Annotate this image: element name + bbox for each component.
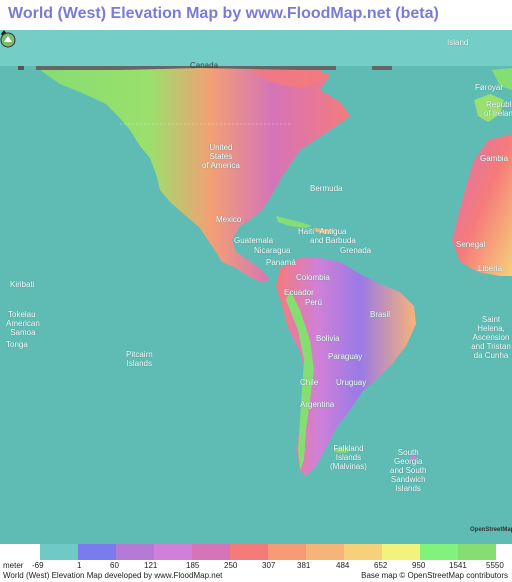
arctic-islands — [250, 70, 330, 88]
legend-swatch — [306, 544, 344, 560]
label-argentina: Argentina — [300, 400, 335, 409]
legend-swatch — [382, 544, 420, 560]
label-antigua: Antigua and Barbuda — [310, 227, 356, 245]
label-canada: Canada — [190, 61, 219, 70]
africa-landmass — [452, 134, 512, 276]
label-liberia: Liberia — [478, 264, 503, 273]
arctic-region — [0, 30, 512, 66]
label-grenada: Grenada — [340, 246, 372, 255]
map-header: World (West) Elevation Map by www.FloodM… — [0, 0, 512, 30]
label-pitcairn: Pitcairn Islands — [126, 350, 153, 368]
legend-swatch — [116, 544, 154, 560]
label-haiti: Haiti — [298, 227, 315, 236]
label-brasil: Brasil — [370, 310, 391, 319]
label-south-georgia: South Georgia and South Sandwich Islands — [390, 448, 427, 493]
label-panama: Panamá — [266, 258, 296, 267]
legend-tick: 1541 — [449, 561, 467, 570]
label-uruguay: Uruguay — [336, 378, 367, 387]
legend-tick: 652 — [374, 561, 388, 570]
label-republic: Republic — [486, 100, 512, 109]
footer: World (West) Elevation Map developed by … — [0, 571, 512, 582]
page-title: World (West) Elevation Map by www.FloodM… — [8, 5, 439, 22]
caribbean-islands — [314, 228, 334, 234]
north-america-landmass — [40, 68, 350, 282]
legend-tick: 60 — [110, 561, 119, 570]
legend-swatch — [154, 544, 192, 560]
legend-swatch — [40, 544, 78, 560]
label-island: Island — [447, 38, 469, 47]
legend-tick: 1 — [77, 561, 82, 570]
label-gambia: Gambia — [480, 154, 509, 163]
label-paraguay: Paraguay — [328, 352, 363, 361]
label-senegal: Senegal — [456, 240, 486, 249]
label-foroyar: Føroyar — [475, 83, 503, 92]
footer-attribution[interactable]: Base map © OpenStreetMap contributors — [361, 571, 508, 580]
map-canvas — [0, 30, 512, 476]
map-tile-edge — [372, 66, 392, 70]
elevation-legend: meter -69 1 60 121 185 250 307 381 484 6… — [0, 544, 512, 582]
label-mexico: Mexico — [216, 215, 242, 224]
label-nicaragua: Nicaragua — [254, 246, 291, 255]
label-bermuda: Bermuda — [310, 184, 343, 193]
legend-tick: 5550 — [486, 561, 504, 570]
openstreetmap-logo-icon[interactable] — [0, 30, 56, 50]
label-guatemala: Guatemala — [234, 236, 274, 245]
legend-unit-label: meter — [3, 561, 24, 570]
label-chile: Chile — [300, 378, 319, 387]
legend-swatch — [344, 544, 382, 560]
andes-mountains — [286, 290, 314, 470]
legend-swatch — [230, 544, 268, 560]
legend-tick: 484 — [336, 561, 350, 570]
label-saint-helena: Saint Helena, Ascension and Tristan da C… — [471, 315, 511, 360]
legend-tick: -69 — [32, 561, 44, 570]
map-tile-edge — [36, 66, 336, 70]
label-falkland: Falkland Islands (Malvinas) — [330, 444, 367, 471]
legend-tick: 185 — [186, 561, 200, 570]
legend-tick: 307 — [262, 561, 276, 570]
label-american-samoa: American Samoa — [6, 319, 40, 337]
caribbean-islands — [276, 216, 312, 228]
legend-tick: 250 — [224, 561, 238, 570]
falkland-islands — [334, 447, 350, 453]
label-colombia: Colombia — [296, 273, 330, 282]
openstreetmap-badge-text: OpenStreetMap — [470, 527, 512, 533]
legend-swatch — [458, 544, 496, 560]
label-ecuador: Ecuador — [284, 288, 314, 297]
legend-tick: 950 — [412, 561, 426, 570]
label-bolivia: Bolivia — [316, 334, 340, 343]
south-america-landmass — [276, 258, 416, 476]
legend-tick: 121 — [144, 561, 158, 570]
legend-ticks: meter -69 1 60 121 185 250 307 381 484 6… — [0, 561, 512, 571]
label-tokelau: Tokelau — [8, 310, 36, 319]
europe-landmass — [474, 94, 504, 122]
label-peru: Perú — [305, 298, 322, 307]
footer-credit[interactable]: World (West) Elevation Map developed by … — [3, 571, 223, 580]
legend-tick: 381 — [297, 561, 311, 570]
label-kiribati: Kiribati — [10, 280, 35, 289]
legend-swatch — [78, 544, 116, 560]
map-tile-edge — [18, 66, 24, 70]
legend-swatch — [192, 544, 230, 560]
label-tonga: Tonga — [6, 340, 28, 349]
label-ireland: of Ireland — [484, 109, 512, 118]
legend-swatch — [420, 544, 458, 560]
label-united-states: United States of America — [202, 143, 240, 170]
legend-swatch — [268, 544, 306, 560]
legend-swatches — [40, 544, 496, 560]
south-georgia — [410, 456, 418, 460]
elevation-map[interactable]: Canada Island Føroyar Republic of Irelan… — [0, 30, 512, 544]
scandinavia — [492, 68, 512, 90]
